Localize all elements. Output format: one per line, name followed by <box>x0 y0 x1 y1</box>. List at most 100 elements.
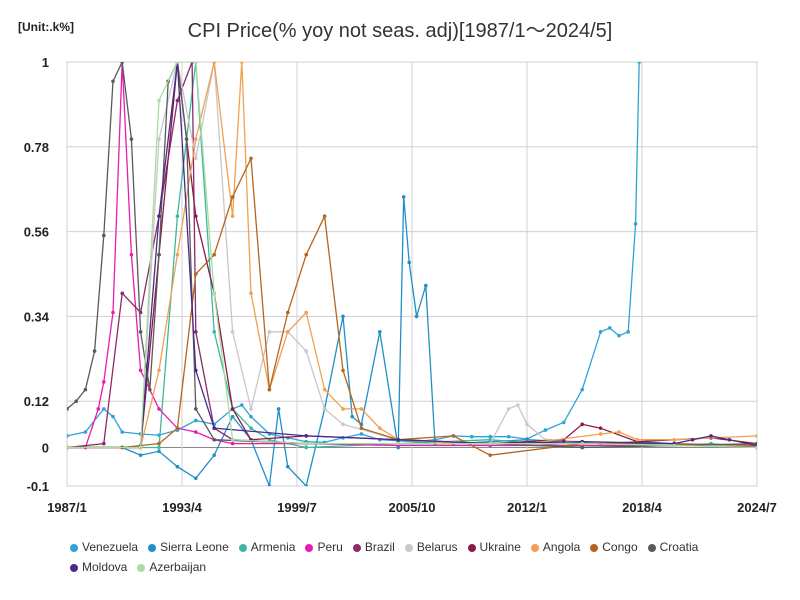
legend-marker <box>647 543 656 552</box>
data-point <box>212 62 216 64</box>
data-point <box>157 407 161 411</box>
data-point <box>341 368 345 373</box>
data-point <box>755 434 757 438</box>
legend-marker <box>238 543 247 552</box>
legend-marker <box>137 563 146 572</box>
data-point <box>516 403 520 407</box>
legend-item: Angola <box>530 540 580 554</box>
data-point <box>359 432 364 436</box>
series-line <box>67 62 757 449</box>
data-point <box>194 156 198 161</box>
series-moldova <box>67 62 757 450</box>
data-point <box>267 330 272 334</box>
data-point <box>129 137 134 141</box>
data-point <box>194 137 198 141</box>
series-azerbaijan <box>67 62 757 450</box>
legend-label: Ukraine <box>479 540 521 554</box>
data-point <box>157 137 161 141</box>
data-point <box>212 330 216 334</box>
data-point <box>488 441 493 446</box>
data-point <box>175 252 180 257</box>
data-point <box>111 310 115 315</box>
data-point <box>562 420 566 425</box>
legend-item: Brazil <box>352 540 395 554</box>
data-point <box>304 252 309 257</box>
data-point <box>230 195 235 199</box>
data-point <box>129 252 134 257</box>
data-point <box>451 434 456 438</box>
data-point <box>341 422 345 427</box>
data-point <box>635 437 640 442</box>
data-point <box>580 422 584 427</box>
data-point <box>230 441 235 446</box>
data-point <box>157 445 161 450</box>
data-point <box>617 430 621 434</box>
data-point <box>230 214 235 218</box>
data-point <box>286 310 290 315</box>
data-point <box>598 330 603 334</box>
data-point <box>157 441 161 446</box>
data-point <box>506 407 511 411</box>
data-point <box>341 314 345 319</box>
data-point <box>67 407 69 411</box>
legend-item: Azerbaijan <box>137 560 206 574</box>
data-point <box>304 445 309 450</box>
data-point <box>96 407 101 411</box>
data-point <box>83 430 88 434</box>
x-tick-label: 2018/4 <box>622 500 663 515</box>
legend-label: Congo <box>602 540 638 554</box>
data-point <box>102 233 106 238</box>
data-point <box>322 387 327 392</box>
data-point <box>230 414 235 419</box>
data-point <box>304 441 309 446</box>
data-point <box>580 387 584 392</box>
data-point <box>240 403 244 407</box>
data-point <box>341 407 345 411</box>
data-point <box>249 156 253 161</box>
legend-label: Croatia <box>659 540 699 554</box>
data-point <box>304 484 308 486</box>
x-tick-label: 2012/1 <box>507 500 547 515</box>
data-point <box>194 430 198 434</box>
data-point <box>67 434 69 438</box>
data-point <box>111 414 115 419</box>
axis-layer: 1 0.78 0.56 0.34 0.12 0 -0.1 1987/1 1993/4 1999/7… <box>24 55 777 515</box>
legend-marker <box>467 543 476 552</box>
data-point <box>709 434 713 438</box>
data-point <box>194 407 198 411</box>
data-point <box>212 453 216 457</box>
data-point <box>148 387 152 392</box>
data-point <box>598 426 603 430</box>
data-point <box>102 407 106 411</box>
legend-item: Congo <box>590 540 638 554</box>
data-point <box>138 330 143 334</box>
data-point <box>378 330 382 334</box>
data-point <box>276 407 281 411</box>
data-point <box>212 252 216 257</box>
data-point <box>102 441 106 446</box>
data-point <box>138 368 143 373</box>
legend-item: Peru <box>305 540 343 554</box>
legend-marker <box>70 563 78 572</box>
legend-label: Brazil <box>364 540 395 554</box>
data-point <box>626 330 630 334</box>
data-point <box>138 453 143 457</box>
legend-marker <box>148 543 157 552</box>
legend-item: Croatia <box>647 540 699 554</box>
legend-marker <box>530 543 539 552</box>
legend-marker <box>590 543 599 552</box>
data-point <box>175 98 180 103</box>
data-point <box>249 414 253 419</box>
legend-label: Peru <box>317 540 343 554</box>
data-point <box>157 368 161 373</box>
data-point <box>194 368 198 373</box>
data-point <box>74 399 78 404</box>
data-point <box>212 437 216 442</box>
y-tick-label: 0.56 <box>24 225 49 240</box>
data-point <box>401 195 406 199</box>
legend-marker <box>404 543 413 552</box>
legend-item: Belarus <box>404 540 458 554</box>
legend-item: Venezuela <box>70 540 138 554</box>
data-point <box>637 62 642 64</box>
legend-marker <box>352 543 361 552</box>
